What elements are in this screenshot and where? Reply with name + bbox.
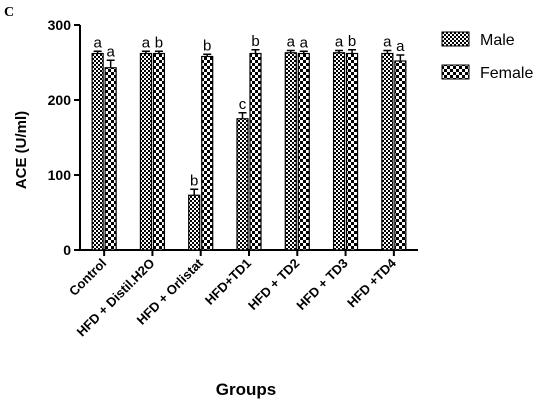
y-tick-label: 100 [48, 167, 72, 183]
bar-male [236, 118, 249, 251]
significance-letter: a [142, 34, 151, 51]
significance-letter: b [203, 37, 211, 54]
bar-male [188, 194, 201, 251]
bar-male [381, 52, 394, 251]
significance-letter: a [300, 34, 309, 51]
y-tick-label: 300 [48, 17, 72, 33]
significance-letter: a [383, 34, 392, 51]
significance-letter: a [93, 34, 102, 51]
legend-swatch-female [441, 64, 470, 80]
y-axis-title: ACE (U/ml) [13, 111, 30, 189]
bar-female [104, 67, 117, 251]
bar-female [152, 52, 166, 251]
y-tick-label: 200 [48, 92, 72, 108]
bar-male [91, 52, 104, 251]
legend-swatch-male [441, 31, 470, 47]
significance-letter: a [396, 38, 405, 55]
x-tick-label: HFD + TD3 [293, 256, 350, 313]
significance-letter: a [335, 34, 344, 51]
legend-label-male: Male [480, 32, 515, 49]
bar-female [394, 60, 407, 251]
bar-male [332, 52, 346, 251]
significance-letter: a [287, 34, 296, 51]
bar-male [284, 52, 297, 251]
legend-label-female: Female [480, 65, 533, 82]
bar-male [139, 52, 153, 251]
significance-letter: b [190, 172, 198, 189]
significance-letter: b [348, 33, 356, 50]
bar-female [297, 52, 310, 251]
bar-female [249, 52, 262, 251]
bar-female [345, 52, 359, 251]
significance-letter: c [239, 96, 247, 113]
panel-label: C [4, 5, 14, 20]
bar-female [201, 55, 214, 251]
significance-letter: b [155, 34, 163, 51]
x-tick-label: HFD + TD2 [245, 256, 302, 313]
x-tick-label: HFD +TD4 [344, 255, 399, 310]
significance-letter: b [251, 33, 259, 50]
significance-letter: a [106, 43, 115, 60]
y-tick-label: 0 [63, 242, 71, 258]
legend: Male Female [441, 31, 533, 82]
x-axis-title: Groups [216, 380, 276, 399]
x-tick-label: Control [66, 256, 109, 299]
